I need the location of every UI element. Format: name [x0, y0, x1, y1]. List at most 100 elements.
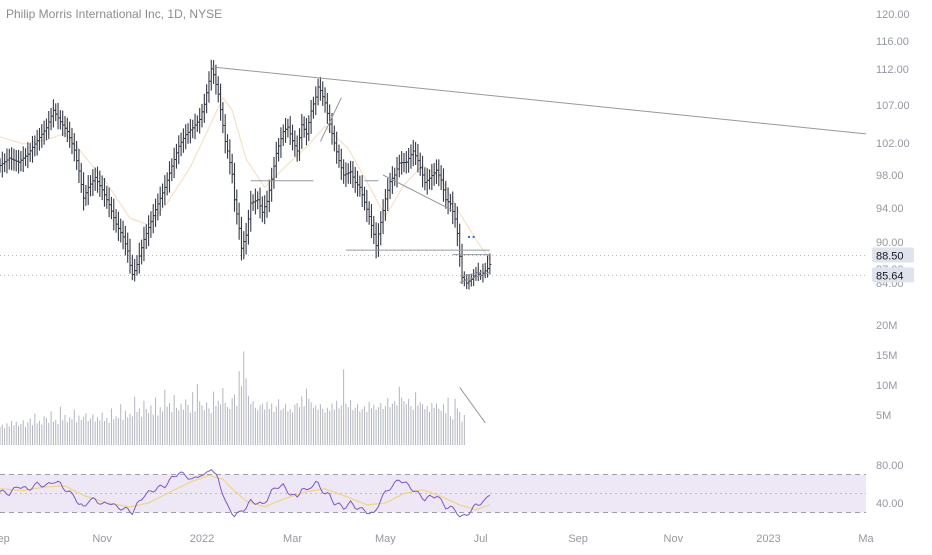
ohlc-bar — [195, 115, 199, 132]
ohlc-bar — [209, 59, 213, 91]
rsi-tick-label: 80.00 — [876, 460, 904, 472]
ohlc-bar — [397, 154, 401, 178]
ohlc-bar — [37, 127, 41, 151]
ohlc-bar — [349, 160, 353, 185]
ohlc-bar — [430, 164, 434, 191]
volume-tick-label: 10M — [876, 380, 897, 392]
ohlc-bar — [302, 116, 306, 138]
ohlc-bar — [193, 113, 197, 140]
ohlc-bar — [258, 187, 262, 219]
ohlc-bar — [91, 169, 95, 196]
ohlc-bar — [307, 115, 311, 142]
ohlc-bar — [393, 167, 397, 186]
ohlc-bar — [207, 71, 211, 103]
volume-tick-label: 15M — [876, 350, 897, 362]
x-tick-label: Nov — [92, 533, 112, 545]
ohlc-bar — [72, 133, 76, 162]
ohlc-bar — [223, 114, 227, 154]
x-tick-label: Sep — [0, 533, 10, 545]
ohlc-bar — [128, 238, 132, 274]
price-tick-label: 94.00 — [876, 203, 904, 215]
ohlc-bar — [205, 84, 209, 114]
price-tick-label: 90.00 — [876, 237, 904, 249]
ohlc-bar — [274, 141, 278, 179]
signal-marker — [467, 235, 470, 238]
ohlc-bar — [214, 64, 218, 95]
ohlc-bar — [369, 204, 373, 239]
ohlc-bar — [358, 175, 362, 197]
ohlc-bar — [256, 191, 260, 210]
price-label-box — [872, 247, 914, 263]
ohlc-bar — [21, 146, 25, 173]
x-tick-label: Nov — [664, 533, 684, 545]
signal-marker — [472, 235, 475, 238]
x-tick-label: May — [375, 533, 396, 545]
ohlc-bar — [265, 190, 269, 218]
ohlc-bar — [344, 162, 348, 187]
ohlc-bar — [200, 103, 204, 128]
ohlc-bar — [309, 99, 313, 134]
rsi-tick-label: 40.00 — [876, 498, 904, 510]
price-tick-label: 102.00 — [876, 138, 910, 150]
ohlc-bar — [407, 147, 411, 173]
ohlc-bar — [328, 104, 332, 134]
ohlc-bar — [244, 222, 248, 255]
ohlc-bar — [79, 162, 83, 193]
ohlc-bar — [181, 128, 185, 153]
ohlc-bar — [446, 187, 450, 215]
ohlc-bar — [476, 262, 480, 282]
ohlc-bar — [177, 135, 181, 165]
ohlc-bar — [107, 187, 111, 218]
ohlc-bar — [286, 118, 290, 138]
ohlc-bar — [284, 117, 288, 143]
ohlc-bar — [26, 142, 30, 169]
ohlc-bar — [149, 211, 153, 238]
trendline — [382, 174, 453, 211]
ohlc-bar — [421, 155, 425, 188]
ohlc-bar — [272, 156, 276, 189]
ohlc-bar — [167, 161, 171, 193]
ohlc-bar — [321, 81, 325, 106]
ohlc-bar — [188, 119, 192, 144]
x-tick-label: Sep — [568, 533, 588, 545]
ohlc-bar — [423, 167, 427, 191]
ohlc-bar — [7, 148, 11, 170]
ohlc-bar — [105, 185, 109, 209]
price-label: 85.64 — [876, 270, 904, 282]
ohlc-bar — [323, 87, 327, 113]
price-tick-label: 116.00 — [876, 36, 909, 48]
ohlc-bar — [202, 93, 206, 123]
ohlc-bar — [77, 148, 81, 183]
ohlc-bar — [360, 175, 364, 208]
ohlc-bar — [239, 216, 243, 261]
ohlc-bar — [488, 253, 492, 275]
ohlc-bar — [409, 144, 413, 169]
ohlc-bar — [304, 118, 308, 146]
ohlc-bar — [31, 135, 35, 163]
ohlc-bar — [379, 211, 383, 246]
ohlc-bar — [451, 191, 455, 225]
ohlc-bar — [246, 209, 250, 245]
ohlc-bar — [263, 195, 267, 225]
ohlc-bar — [434, 159, 438, 184]
ohlc-bar — [123, 225, 127, 256]
ohlc-bar — [33, 135, 37, 157]
chart-title: Philip Morris International Inc, 1D, NYS… — [6, 7, 223, 21]
ohlc-bar — [458, 223, 462, 267]
moving-average-line — [0, 96, 491, 261]
ohlc-bar — [351, 161, 355, 189]
ohlc-bar — [19, 151, 23, 172]
ohlc-bar — [363, 186, 367, 211]
ohlc-bar — [156, 193, 160, 221]
x-tick-label: 2022 — [190, 533, 214, 545]
ohlc-bar — [356, 170, 360, 197]
ohlc-bar — [260, 196, 264, 223]
ohlc-bar — [300, 113, 304, 149]
trendline — [319, 97, 342, 142]
ohlc-bar — [119, 218, 123, 243]
ohlc-bar — [126, 232, 130, 263]
ohlc-bar — [140, 239, 144, 265]
x-tick-label: 2023 — [756, 533, 780, 545]
ohlc-bar — [58, 110, 62, 130]
